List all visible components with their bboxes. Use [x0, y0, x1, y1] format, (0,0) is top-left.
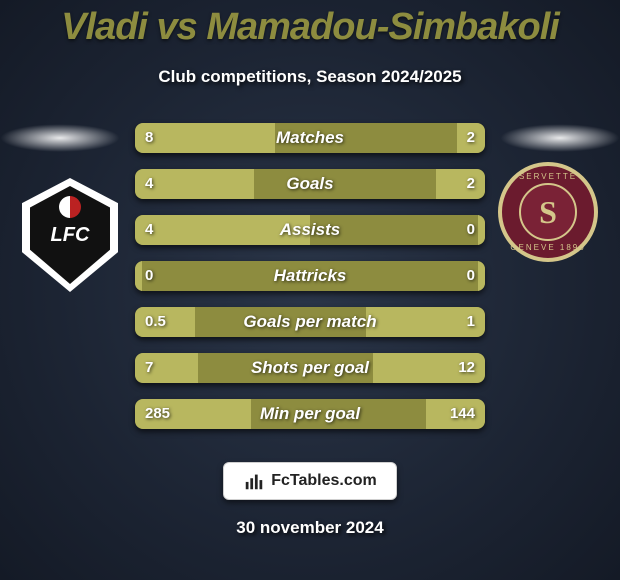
stat-right-value: 0 [467, 261, 475, 291]
stat-label: Hattricks [135, 261, 485, 291]
badge-cap-icon [59, 196, 81, 218]
badge-right-letter: S [519, 183, 577, 241]
source-badge[interactable]: FcTables.com [223, 462, 397, 500]
spotlight-right [500, 124, 620, 152]
stat-row: 82Matches [135, 123, 485, 153]
stat-right-fill [478, 215, 485, 245]
stat-row: 712Shots per goal [135, 353, 485, 383]
comparison-title: Vladi vs Mamadou-Simbakoli [0, 0, 620, 49]
badge-right-arc-top: SERVETTE [502, 172, 594, 181]
stat-left-value: 0.5 [145, 307, 166, 337]
badge-right-arc-bottom: GENEVE 1890 [502, 243, 594, 252]
stat-row: 0 0Hattricks [135, 261, 485, 291]
stat-right-value: 2 [467, 123, 475, 153]
stat-right-fill [478, 261, 485, 291]
stat-left-value: 0 [145, 261, 153, 291]
source-badge-text: FcTables.com [271, 472, 377, 490]
stat-right-value: 2 [467, 169, 475, 199]
comparison-bars: 82Matches42Goals40Assists00Hattricks0.51… [135, 123, 485, 445]
stat-right-fill [436, 169, 485, 199]
stat-row: 0.51Goals per match [135, 307, 485, 337]
stat-row: 42Goals [135, 169, 485, 199]
bar-chart-icon [243, 470, 265, 492]
stat-right-value: 12 [458, 353, 475, 383]
stat-left-fill [135, 215, 310, 245]
spotlight-left [0, 124, 120, 152]
stat-row: 285144Min per goal [135, 399, 485, 429]
badge-left-text: LFC [51, 224, 90, 247]
stat-left-fill [135, 261, 142, 291]
stat-row: 40Assists [135, 215, 485, 245]
stat-left-value: 8 [145, 123, 153, 153]
comparison-subtitle: Club competitions, Season 2024/2025 [0, 67, 620, 87]
comparison-date: 30 november 2024 [0, 518, 620, 538]
stat-right-value: 1 [467, 307, 475, 337]
team-badge-right: SERVETTE S GENEVE 1890 [498, 162, 598, 262]
stat-left-fill [135, 123, 275, 153]
stat-right-value: 144 [450, 399, 475, 429]
stat-right-value: 0 [467, 215, 475, 245]
stat-left-value: 4 [145, 215, 153, 245]
stat-left-value: 7 [145, 353, 153, 383]
stat-left-value: 4 [145, 169, 153, 199]
team-badge-left: LFC [22, 178, 118, 292]
stat-left-value: 285 [145, 399, 170, 429]
